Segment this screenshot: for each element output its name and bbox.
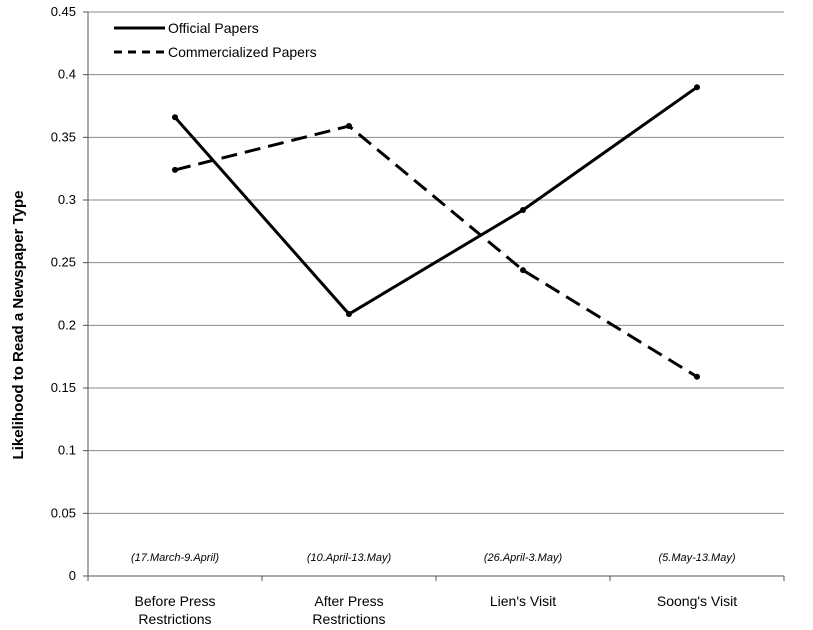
- period-label: (10.April-13.May): [307, 552, 392, 564]
- y-tick-labels: 0 0.05 0.1 0.15 0.2 0.25 0.3 0.35 0.4 0.45: [51, 4, 76, 583]
- y-tick-label: 0.1: [58, 443, 76, 458]
- x-category-label: Lien's Visit: [490, 593, 556, 609]
- legend-label: Commercialized Papers: [168, 44, 317, 60]
- series-line-commercialized: [174, 124, 698, 378]
- legend: Official Papers Commercialized Papers: [114, 20, 317, 60]
- series-line-official: [173, 85, 698, 316]
- y-tick-label: 0.35: [51, 129, 76, 144]
- y-tick-label: 0: [69, 568, 76, 583]
- y-tick-label: 0.4: [58, 67, 76, 82]
- period-label: (17.March-9.April): [131, 552, 219, 564]
- y-tick-label: 0.3: [58, 192, 76, 207]
- data-point: [346, 311, 352, 318]
- period-label: (5.May-13.May): [658, 552, 735, 564]
- series-lines: [172, 84, 700, 380]
- data-point: [172, 114, 178, 121]
- data-point: [694, 84, 700, 91]
- y-tick-label: 0.45: [51, 4, 76, 19]
- data-point: [172, 166, 178, 173]
- y-tick-label: 0.15: [51, 380, 76, 395]
- data-point: [520, 267, 526, 274]
- legend-label: Official Papers: [168, 20, 259, 36]
- y-tick-label: 0.25: [51, 255, 76, 270]
- axes: [83, 11, 785, 581]
- data-point: [694, 373, 700, 380]
- y-axis-label: Likelihood to Read a Newspaper Type: [10, 191, 27, 460]
- x-category-label: After Press Restrictions: [312, 593, 385, 627]
- x-category-label: Before Press Restrictions: [135, 593, 216, 627]
- x-category-labels: Before Press Restrictions After Press Restr…: [135, 593, 738, 627]
- y-tick-label: 0.2: [58, 317, 76, 332]
- data-point: [520, 207, 526, 214]
- period-labels: (17.March-9.April) (10.April-13.May) (26.A…: [131, 552, 736, 564]
- data-point: [346, 123, 352, 130]
- period-label: (26.April-3.May): [484, 552, 563, 564]
- y-tick-label: 0.05: [51, 505, 76, 520]
- x-category-label: Soong's Visit: [657, 593, 737, 609]
